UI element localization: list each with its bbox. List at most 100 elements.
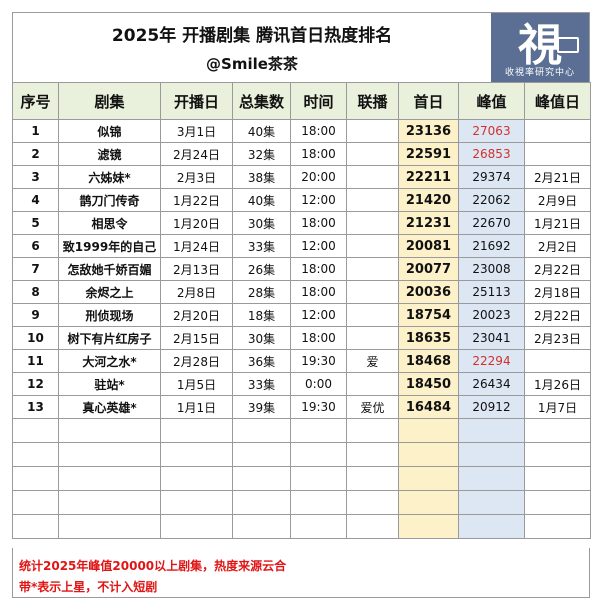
empty-cell	[346, 514, 399, 539]
cell-start-date: 2月20日	[160, 303, 233, 327]
cell-start-date: 2月13日	[160, 257, 233, 281]
empty-cell	[12, 418, 59, 443]
cell-start-date: 1月24日	[160, 234, 233, 258]
cell-drama: 刑侦现场	[58, 303, 161, 327]
cell-episodes: 36集	[232, 349, 291, 373]
cell-index: 11	[12, 349, 59, 373]
empty-row	[12, 490, 591, 515]
cell-peak: 29374	[458, 165, 525, 189]
cell-co-broadcast: 爱优	[346, 395, 399, 419]
empty-cell	[458, 490, 525, 515]
cell-start-date: 2月8日	[160, 280, 233, 304]
empty-cell	[58, 490, 161, 515]
cell-start-date: 1月1日	[160, 395, 233, 419]
col-header-first: 首日	[398, 82, 459, 120]
cell-peak-day: 1月26日	[524, 372, 591, 396]
empty-cell	[346, 490, 399, 515]
cell-episodes: 39集	[232, 395, 291, 419]
cell-peak: 22062	[458, 188, 525, 212]
col-header-idx: 序号	[12, 82, 59, 120]
cell-peak-day: 2月18日	[524, 280, 591, 304]
col-header-peak: 峰值	[458, 82, 525, 120]
col-header-eps: 总集数	[232, 82, 291, 120]
cell-peak: 20912	[458, 395, 525, 419]
empty-cell	[160, 466, 233, 491]
empty-cell	[232, 418, 291, 443]
cell-drama: 驻站*	[58, 372, 161, 396]
cell-peak-day: 2月2日	[524, 234, 591, 258]
cell-time: 12:00	[290, 303, 347, 327]
empty-cell	[398, 514, 459, 539]
cell-time: 18:00	[290, 280, 347, 304]
empty-cell	[458, 466, 525, 491]
empty-cell	[290, 442, 347, 467]
table-row: 7 怎敌她千娇百媚 2月13日 26集 18:00 20077 23008 2月22日	[12, 257, 591, 281]
empty-cell	[346, 442, 399, 467]
empty-cell	[290, 514, 347, 539]
cell-first-day: 21420	[398, 188, 459, 212]
empty-cell	[398, 442, 459, 467]
col-header-co: 联播	[346, 82, 399, 120]
cell-first-day: 18754	[398, 303, 459, 327]
cell-drama: 相思令	[58, 211, 161, 235]
cell-peak: 27063	[458, 119, 525, 143]
cell-time: 12:00	[290, 188, 347, 212]
empty-cell	[12, 514, 59, 539]
cell-time: 19:30	[290, 349, 347, 373]
ranking-table: 序号 剧集 开播日 总集数 时间 联播 首日 峰值 峰值日 1 似锦 3月1日 40集…	[12, 82, 591, 539]
page-subtitle: @Smile茶茶	[206, 55, 298, 73]
empty-cell	[232, 514, 291, 539]
empty-cell	[290, 490, 347, 515]
cell-first-day: 18450	[398, 372, 459, 396]
cell-episodes: 40集	[232, 188, 291, 212]
cell-co-broadcast	[346, 372, 399, 396]
empty-row	[12, 442, 591, 467]
cell-episodes: 33集	[232, 372, 291, 396]
cell-start-date: 2月15日	[160, 326, 233, 350]
table-row: 5 相思令 1月20日 30集 18:00 21231 22670 1月21日	[12, 211, 591, 235]
cell-peak: 25113	[458, 280, 525, 304]
empty-cell	[346, 418, 399, 443]
header-row: 序号 剧集 开播日 总集数 时间 联播 首日 峰值 峰值日	[12, 82, 591, 120]
cell-peak-day	[524, 349, 591, 373]
cell-index: 4	[12, 188, 59, 212]
empty-cell	[12, 466, 59, 491]
empty-row	[12, 514, 591, 539]
empty-cell	[290, 418, 347, 443]
cell-episodes: 38集	[232, 165, 291, 189]
cell-drama: 余烬之上	[58, 280, 161, 304]
ranking-sheet: 2025年 开播剧集 腾讯首日热度排名 @Smile茶茶 視 收視率研究中心 序…	[12, 12, 591, 539]
col-header-peak-day: 峰值日	[524, 82, 591, 120]
note-line: 统计2025年峰值20000以上剧集，热度来源云合	[19, 559, 287, 573]
empty-row	[12, 466, 591, 491]
table-row: 1 似锦 3月1日 40集 18:00 23136 27063	[12, 119, 591, 143]
table-body: 1 似锦 3月1日 40集 18:00 23136 27063 2 滤镜 2月24日 32集 18:0…	[12, 119, 591, 539]
cell-co-broadcast	[346, 303, 399, 327]
cell-peak: 26434	[458, 372, 525, 396]
cell-drama: 树下有片红房子	[58, 326, 161, 350]
cell-index: 10	[12, 326, 59, 350]
empty-cell	[232, 466, 291, 491]
cell-first-day: 18468	[398, 349, 459, 373]
cell-episodes: 30集	[232, 211, 291, 235]
col-header-start: 开播日	[160, 82, 233, 120]
cell-episodes: 33集	[232, 234, 291, 258]
cell-co-broadcast	[346, 326, 399, 350]
cell-index: 2	[12, 142, 59, 166]
cell-drama: 致1999年的自己	[58, 234, 161, 258]
cell-peak-day: 2月22日	[524, 257, 591, 281]
cell-peak-day: 1月21日	[524, 211, 591, 235]
cell-start-date: 3月1日	[160, 119, 233, 143]
cell-index: 5	[12, 211, 59, 235]
logo-glyph: 視	[518, 20, 562, 71]
table-row: 8 余烬之上 2月8日 28集 18:00 20036 25113 2月18日	[12, 280, 591, 304]
cell-peak: 21692	[458, 234, 525, 258]
col-header-drama: 剧集	[58, 82, 161, 120]
logo-text: 收視率研究中心	[504, 68, 575, 78]
cell-drama: 滤镜	[58, 142, 161, 166]
cell-index: 13	[12, 395, 59, 419]
cell-peak-day: 1月7日	[524, 395, 591, 419]
cell-episodes: 30集	[232, 326, 291, 350]
table-row: 4 鹊刀门传奇 1月22日 40集 12:00 21420 22062 2月9日	[12, 188, 591, 212]
cell-time: 18:00	[290, 119, 347, 143]
